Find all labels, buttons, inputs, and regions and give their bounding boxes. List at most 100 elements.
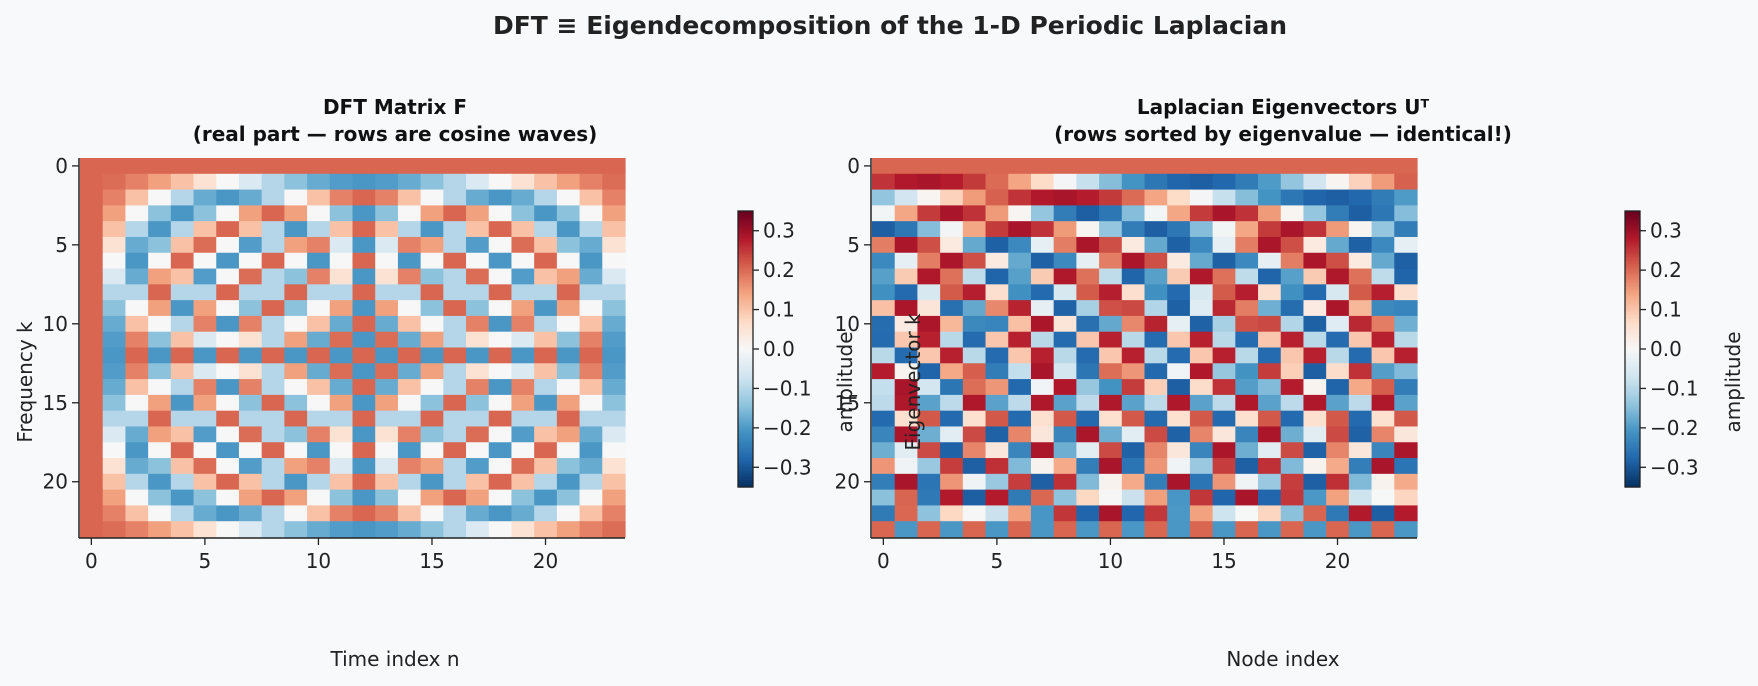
colorbar-segment — [1625, 376, 1640, 380]
heatmap-cell — [1371, 442, 1395, 459]
colorbar-segment — [1625, 454, 1640, 458]
heatmap-cell — [443, 363, 467, 380]
heatmap-cell — [216, 221, 240, 238]
heatmap-cell — [1394, 236, 1418, 254]
heatmap-cell — [1189, 252, 1214, 270]
heatmap-cell — [872, 284, 896, 301]
heatmap-cell — [466, 458, 490, 475]
heatmap-cell — [872, 458, 896, 475]
heatmap-cell — [1371, 505, 1395, 522]
heatmap-cell — [940, 189, 964, 206]
colorbar-segment — [1625, 436, 1640, 440]
heatmap-cell — [1099, 331, 1123, 349]
heatmap-cell — [579, 394, 603, 412]
heatmap-cell — [1167, 189, 1191, 206]
heatmap-cell — [1303, 331, 1327, 349]
heatmap-cell — [125, 379, 149, 396]
heatmap-cell — [148, 394, 172, 412]
heatmap-cell — [1008, 189, 1032, 206]
colorbar-segment — [738, 254, 753, 258]
heatmap-cell — [1326, 410, 1350, 428]
heatmap-cell — [602, 410, 626, 428]
colorbar-segment — [738, 220, 753, 224]
colorbar-segment — [1625, 457, 1640, 460]
heatmap-cell — [985, 221, 1009, 238]
heatmap-cell — [556, 189, 581, 206]
colorbar-segment — [738, 342, 753, 345]
dft-title-line2: (real part — rows are cosine waves) — [193, 122, 598, 146]
heatmap-cell — [602, 442, 626, 459]
heatmap-cell — [397, 268, 422, 285]
colorbar-segment — [738, 443, 753, 447]
heatmap-cell — [193, 394, 217, 412]
heatmap-cell — [1371, 458, 1395, 475]
heatmap-cell — [1235, 173, 1259, 191]
heatmap-cell — [1348, 173, 1373, 191]
heatmap-cell — [1348, 268, 1373, 285]
heatmap-cell — [1394, 347, 1418, 364]
heatmap-cell — [1326, 489, 1350, 507]
heatmap-cell — [602, 521, 626, 538]
heatmap-cell — [985, 252, 1009, 270]
heatmap-cell — [125, 189, 149, 206]
colorbar-segment — [1625, 477, 1640, 481]
heatmap-cell — [1144, 300, 1168, 317]
heatmap-cell — [894, 505, 919, 522]
heatmap-cell — [307, 236, 331, 254]
heatmap-cell — [1144, 205, 1168, 222]
heatmap-cell — [1076, 379, 1100, 396]
colorbar-segment — [1625, 470, 1640, 474]
colorbar-segment — [738, 316, 753, 320]
heatmap-cell — [872, 489, 896, 507]
heatmap-cell — [329, 315, 354, 333]
heatmap-cell — [511, 221, 535, 238]
colorbar-segment — [1625, 358, 1640, 362]
heatmap-cell — [1121, 442, 1146, 459]
heatmap-cell — [1303, 252, 1327, 270]
heatmap-cell — [556, 489, 581, 507]
colorbar-segment — [738, 217, 753, 221]
heatmap-cell — [1348, 189, 1373, 206]
heatmap-cell — [1280, 505, 1305, 522]
heatmap-cell — [170, 300, 195, 317]
colorbar-segment — [738, 392, 753, 396]
colorbar-segment — [738, 420, 753, 424]
heatmap-cell — [284, 347, 308, 364]
colorbar-segment — [738, 314, 753, 318]
colorbar-segment — [738, 365, 753, 368]
heatmap-cell — [872, 173, 896, 191]
heatmap-cell — [329, 158, 354, 175]
heatmap-cell — [1235, 505, 1259, 522]
heatmap-cell — [985, 458, 1009, 475]
colorbar-segment — [1625, 415, 1640, 419]
heatmap-cell — [148, 221, 172, 238]
heatmap-cell — [1212, 521, 1236, 538]
heatmap-cell — [216, 205, 240, 222]
colorbar-segment — [1625, 411, 1640, 414]
heatmap-cell — [1030, 252, 1055, 270]
heatmap-cell — [1167, 300, 1191, 317]
heatmap-cell — [1099, 205, 1123, 222]
heatmap-cell — [261, 268, 285, 285]
colorbar-segment — [1625, 291, 1640, 295]
heatmap-cell — [102, 489, 127, 507]
heatmap-cell — [170, 363, 195, 380]
colorbar-segment — [738, 360, 753, 364]
heatmap-cell — [579, 268, 603, 285]
heatmap-cell — [511, 394, 535, 412]
heatmap-cell — [443, 410, 467, 428]
heatmap-cell — [1280, 379, 1305, 396]
heatmap-cell — [1303, 505, 1327, 522]
heatmap-cell — [352, 521, 376, 538]
heatmap-cell — [1030, 379, 1055, 396]
heatmap-cell — [1121, 410, 1146, 428]
heatmap-cell — [917, 473, 941, 491]
heatmap-cell — [1076, 300, 1100, 317]
heatmap-cell — [1099, 347, 1123, 364]
colorbar-segment — [738, 383, 753, 387]
heatmap-cell — [917, 315, 941, 333]
heatmap-cell — [940, 173, 964, 191]
heatmap-cell — [307, 221, 331, 238]
heatmap-cell — [1167, 489, 1191, 507]
colorbar-segment — [738, 369, 753, 373]
